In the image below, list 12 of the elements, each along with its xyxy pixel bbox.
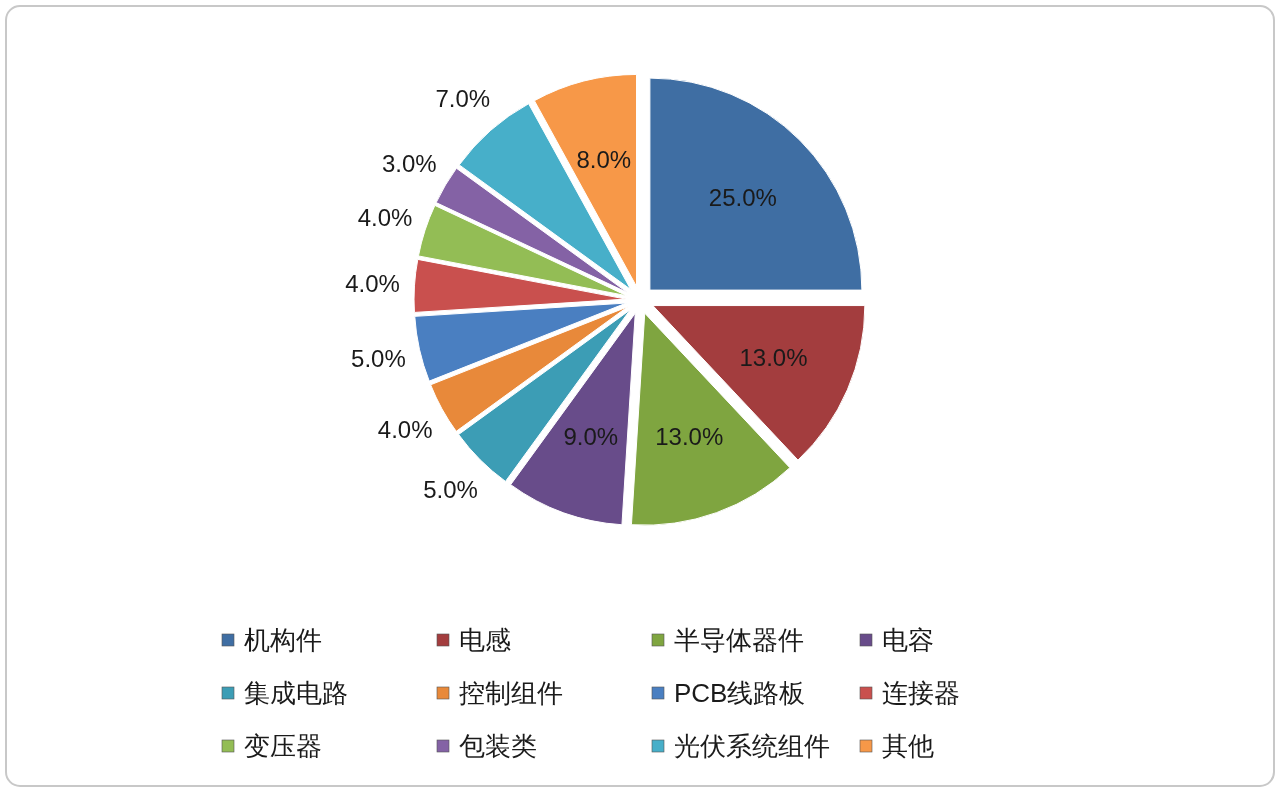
legend-label: 电感: [459, 625, 511, 655]
legend-label: 连接器: [882, 678, 960, 708]
legend-label: 光伏系统组件: [674, 731, 830, 761]
legend-label: 控制组件: [459, 678, 563, 708]
legend-label: PCB线路板: [674, 678, 806, 708]
legend-label: 集成电路: [244, 678, 348, 708]
legend-label: 包装类: [459, 731, 537, 761]
legend-label: 变压器: [244, 731, 322, 761]
legend-label: 其他: [882, 731, 934, 761]
legend-label: 半导体器件: [674, 625, 804, 655]
legend-label: 电容: [882, 625, 934, 655]
legend-label: 机构件: [244, 625, 322, 655]
